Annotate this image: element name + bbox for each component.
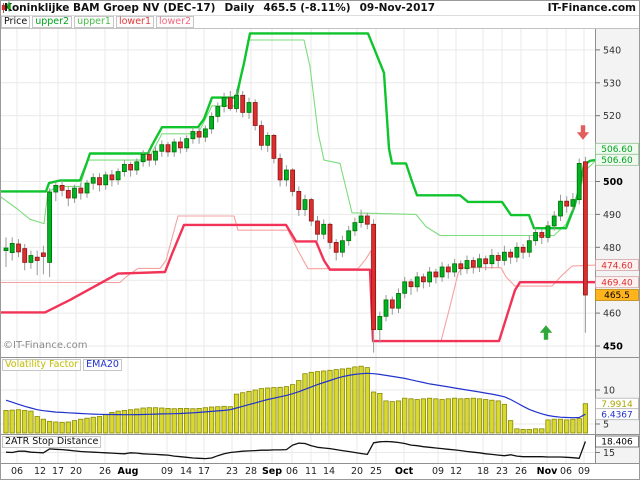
legend-upper1[interactable]: upper1 (74, 16, 114, 28)
axis-flag-text: 6.4367 (601, 410, 633, 420)
svg-text:480: 480 (603, 243, 621, 254)
atr-panel-labels: 2ATR Stop Distance (2, 436, 102, 448)
time-axis-label: 20 (350, 466, 364, 477)
time-axis-label: 06 (10, 466, 24, 477)
axis-flag-text: 18.406 (601, 438, 633, 448)
time-axis-label: 09 (160, 466, 174, 477)
legend-lower1[interactable]: lower1 (115, 16, 154, 28)
time-axis-label: Nov (536, 466, 558, 477)
atr-line (5, 440, 587, 460)
band-upper2 (0, 32, 596, 230)
axis-flag-text: 506.60 (601, 156, 633, 166)
legend-price[interactable]: Price (1, 16, 31, 28)
ema20-label[interactable]: EMA20 (83, 359, 122, 371)
down-arrow-icon (576, 125, 590, 140)
axis-flag-text: 474.60 (601, 261, 633, 271)
volatility-bars (3, 365, 589, 434)
axis-flag-text: 506.60 (601, 145, 633, 155)
axis-flag (595, 276, 639, 289)
time-axis-label: 06 (285, 466, 299, 477)
svg-text:500: 500 (603, 177, 623, 188)
svg-text:460: 460 (603, 309, 621, 320)
axis-flag-text: 7.9914 (601, 400, 633, 410)
axis-flag (595, 289, 639, 301)
legend-upper2[interactable]: upper2 (32, 16, 73, 28)
svg-text:450: 450 (603, 342, 623, 353)
time-axis-label: 17 (51, 466, 65, 477)
svg-text:530: 530 (603, 78, 621, 89)
band-lower1 (0, 215, 596, 342)
time-axis: 06 12 17 20 26 Aug 09 14 17 23 28 Sep 06 11 14 20 25 Oct 0… (0, 464, 640, 480)
time-axis-label: 25 (369, 466, 383, 477)
legend-row: Price upper2 upper1 lower1 lower2 (0, 16, 640, 29)
time-axis-label: 09 (577, 466, 591, 477)
indicator-panel-labels: Volatility Factor EMA20 (2, 359, 122, 371)
time-axis-label: 12 (33, 466, 47, 477)
time-axis-label: 20 (69, 466, 83, 477)
candles (3, 89, 588, 353)
legend-series-container: upper2 upper1 lower1 lower2 (32, 16, 195, 28)
up-arrow-icon (539, 325, 553, 340)
legend-lower2[interactable]: lower2 (156, 16, 195, 28)
time-axis-label: 17 (197, 466, 211, 477)
vol-axis-tick: 5 (603, 420, 609, 431)
svg-text:490: 490 (603, 210, 621, 221)
chart-logo-icon (1, 1, 11, 13)
time-axis-label: 09 (431, 466, 445, 477)
volatility-factor-label[interactable]: Volatility Factor (2, 359, 82, 371)
atr-axis-tick: 15 (603, 448, 615, 459)
axis-flag-text: 465.5 (604, 291, 630, 301)
band-lower2 (0, 223, 595, 343)
instrument-title: Koninklijke BAM Groep NV (DEC-17) (4, 1, 216, 14)
svg-text:520: 520 (603, 111, 621, 122)
time-axis-label: Oct (394, 466, 414, 477)
time-axis-label: 14 (322, 466, 336, 477)
session-date: 09-Nov-2017 (359, 1, 436, 14)
brand-label: IT-Finance.com (547, 1, 636, 14)
time-axis-label: 26 (98, 466, 112, 477)
main-price-chart[interactable]: ©IT-Finance.com5405305205105004904804704… (0, 28, 640, 357)
time-axis-label: Aug (117, 466, 139, 477)
time-axis-label: 12 (449, 466, 463, 477)
time-axis-label: 26 (514, 466, 528, 477)
ema20-line (5, 372, 586, 419)
axis-flag-text: 469.40 (601, 278, 633, 288)
vol-axis-tick: 10 (603, 386, 615, 397)
time-axis-label: 06 (559, 466, 573, 477)
axis-flag (595, 259, 639, 271)
axis-flag (595, 153, 639, 166)
atr-stop-distance-label[interactable]: 2ATR Stop Distance (2, 436, 102, 448)
time-axis-label: 28 (244, 466, 258, 477)
grid-lines (0, 28, 595, 357)
time-axis-label: 14 (179, 466, 193, 477)
time-axis-label: 11 (304, 466, 318, 477)
time-axis-label: 23 (495, 466, 509, 477)
time-axis-label: 23 (225, 466, 239, 477)
time-axis-label: Sep (261, 466, 283, 477)
axis-flag (595, 435, 639, 448)
watermark: ©IT-Finance.com (3, 340, 88, 351)
timeframe-label[interactable]: Daily (224, 1, 255, 14)
header-bar: Koninklijke BAM Groep NV (DEC-17) Daily … (0, 0, 640, 16)
svg-text:540: 540 (603, 45, 621, 56)
time-axis-label: 18 (476, 466, 490, 477)
axis-flag (595, 408, 639, 421)
last-price-and-change: 465.5 (-8.11%) (263, 1, 351, 14)
